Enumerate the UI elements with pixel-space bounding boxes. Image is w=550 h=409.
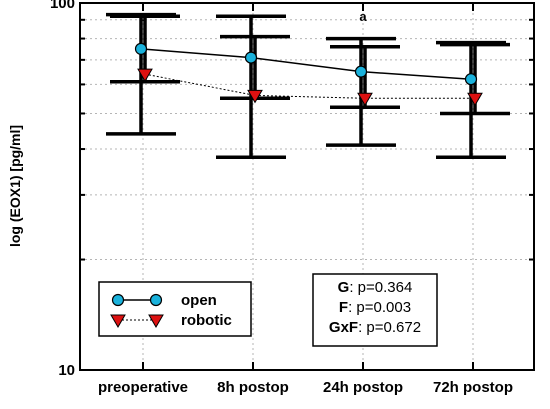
series-line-open — [140, 48, 472, 80]
annotation-label: a — [359, 9, 367, 24]
y-axis: 10 100 — [50, 0, 534, 379]
marker-robotic — [137, 68, 153, 83]
stat-line: F: p=0.003 — [339, 299, 411, 316]
series-markers — [134, 42, 483, 107]
x-tick-label: preoperative — [98, 379, 188, 396]
legend-label-robotic: robotic — [181, 312, 232, 329]
marker-open — [134, 42, 148, 55]
legend-marker-open — [111, 293, 125, 307]
stat-value: : p=0.672 — [358, 319, 421, 336]
stats-frame — [312, 273, 438, 347]
y-tick-label: 100 — [50, 0, 75, 12]
legend-marker-open — [149, 293, 163, 307]
error-bars — [106, 12, 510, 159]
stat-label: GxF — [329, 319, 358, 336]
marker-robotic — [357, 92, 373, 107]
marker-robotic — [247, 89, 263, 104]
stat-label: F — [339, 299, 348, 316]
legend-marker-robotic — [148, 314, 164, 328]
x-tick-label: 72h postop — [433, 379, 513, 396]
stat-line: G: p=0.364 — [338, 279, 413, 296]
stat-label: G — [338, 279, 350, 296]
marker-open — [244, 51, 258, 64]
y-tick-label: 10 — [58, 362, 75, 379]
series-lines — [140, 48, 475, 99]
stat-value: : p=0.364 — [349, 279, 412, 296]
x-tick-label: 8h postop — [217, 379, 289, 396]
x-axis: preoperative 8h postop 24h postop 72h posto… — [98, 3, 513, 396]
series-line-robotic — [144, 73, 475, 99]
grid — [80, 3, 534, 370]
legend-box — [98, 281, 252, 337]
marker-open — [464, 73, 478, 86]
annotation-label: c — [139, 9, 146, 24]
legend-marker-robotic — [110, 314, 126, 328]
y-axis-label: log (EOX1) [pg/ml] — [7, 125, 23, 247]
stat-value: : p=0.003 — [348, 299, 411, 316]
marker-robotic — [467, 92, 483, 107]
stat-line: GxF: p=0.672 — [329, 319, 421, 336]
plot-frame — [79, 2, 535, 371]
legend-label-open: open — [181, 292, 217, 309]
x-tick-label: 24h postop — [323, 379, 403, 396]
marker-open — [354, 65, 368, 78]
legend: open robotic — [98, 281, 252, 337]
